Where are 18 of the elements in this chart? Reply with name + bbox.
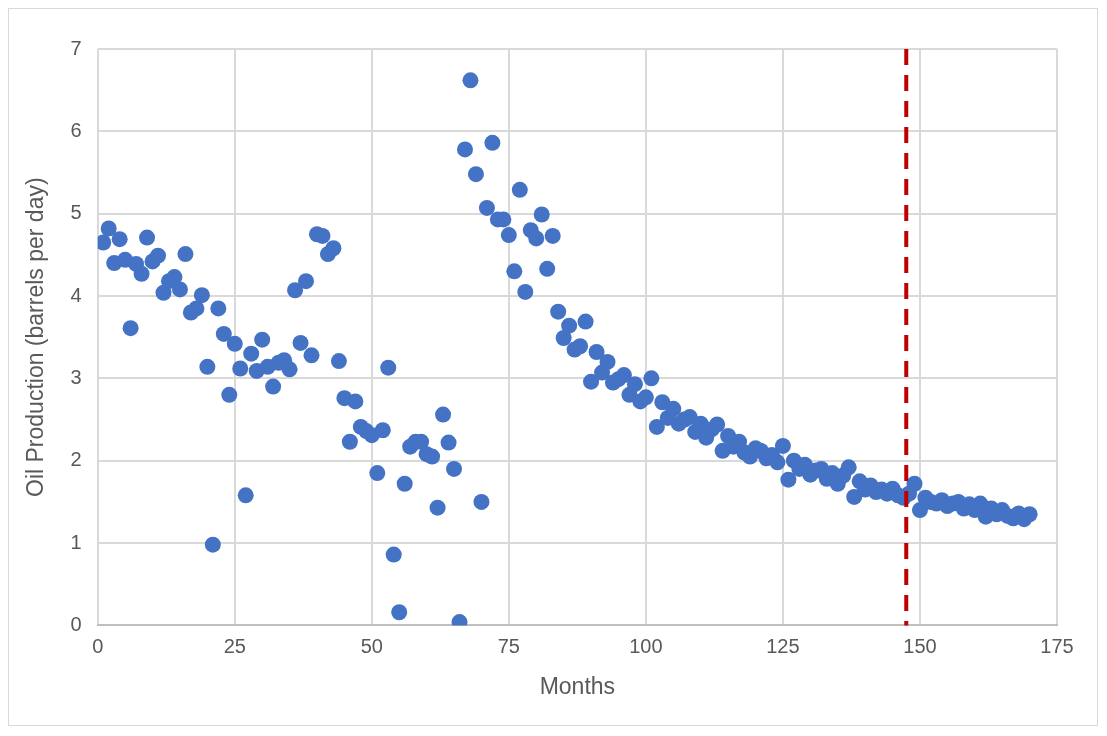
x-tick-label: 0	[92, 634, 104, 657]
y-tick-label: 4	[70, 283, 82, 306]
y-axis-title: Oil Production (barrels per day)	[22, 177, 49, 497]
x-tick-label: 75	[497, 634, 520, 657]
x-tick-label: 150	[903, 634, 937, 657]
y-tick-label: 5	[70, 201, 82, 224]
y-tick-label: 2	[70, 448, 82, 471]
y-tick-label: 6	[70, 118, 82, 141]
y-tick-label: 7	[70, 36, 82, 59]
x-tick-label: 125	[766, 634, 800, 657]
x-tick-label: 100	[629, 634, 663, 657]
x-tick-label: 50	[360, 634, 383, 657]
y-tick-label: 1	[70, 530, 82, 553]
x-tick-label: 175	[1040, 634, 1074, 657]
y-tick-label: 3	[70, 365, 82, 388]
y-tick-label: 0	[70, 612, 82, 635]
x-tick-label: 25	[223, 634, 246, 657]
x-axis-title: Months	[539, 672, 616, 699]
